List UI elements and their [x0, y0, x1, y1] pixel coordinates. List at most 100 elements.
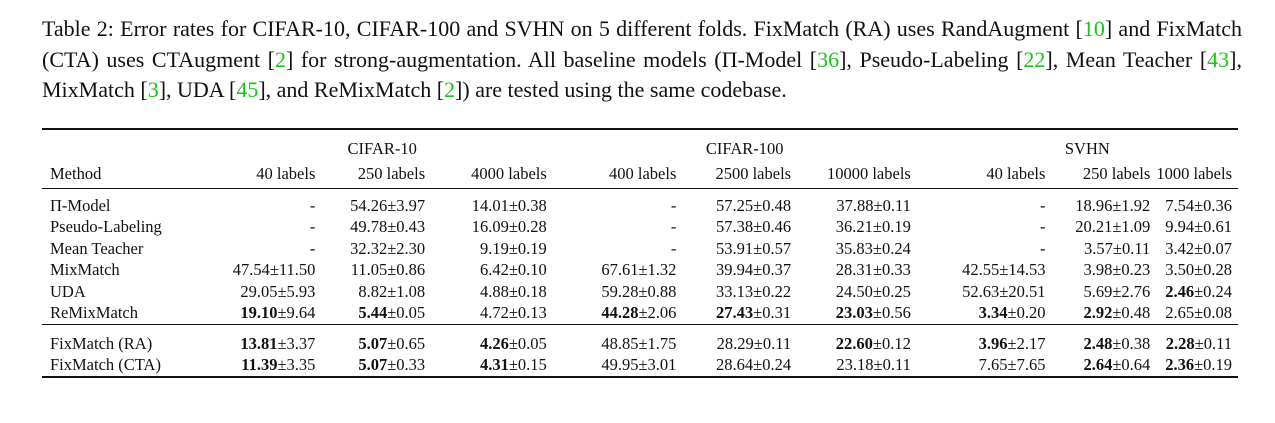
table-row: Π-Model -54.26±3.97 14.01±0.38-57.25±0.48 3… [42, 195, 1238, 217]
result-value: 2.48 [1083, 333, 1113, 353]
result-std: ±2.17 [1007, 333, 1046, 353]
result-std: ±0.05 [387, 303, 426, 323]
result-std: ±9.64 [277, 303, 316, 323]
citation-link[interactable]: 22 [1023, 46, 1046, 72]
result-cell: 4.31±0.15 [431, 355, 553, 378]
table-row: Pseudo-Labeling -49.78±0.43 16.09±0.28-57.… [42, 217, 1238, 239]
result-cell: 32.32±2.30 [321, 238, 431, 260]
citation-link[interactable]: 43 [1207, 46, 1230, 72]
citation-link[interactable]: 45 [236, 77, 259, 102]
result-std: ±0.48 [1112, 303, 1151, 323]
result-value: 32.32 [350, 238, 388, 258]
result-cell: 7.54±0.36 [1156, 195, 1238, 217]
column-header: 1000 labels [1156, 160, 1238, 189]
result-cell: 49.95±3.01 [573, 355, 683, 378]
result-cell: 5.44±0.05 [321, 303, 431, 325]
result-value: 57.38 [716, 217, 754, 237]
result-value: 36.21 [835, 217, 873, 237]
result-cell: 11.05±0.86 [321, 260, 431, 282]
result-value: 3.96 [978, 333, 1008, 353]
result-std: ±0.24 [872, 238, 911, 258]
result-value: 4.88 [479, 281, 509, 301]
result-value: 35.83 [835, 238, 873, 258]
result-std: ±0.12 [872, 333, 911, 353]
result-cell: 2.46±0.24 [1156, 281, 1238, 303]
result-value: 24.50 [835, 281, 873, 301]
result-value: 19.10 [240, 303, 278, 323]
result-value: 52.63 [962, 281, 1000, 301]
result-std: ±0.86 [387, 260, 426, 280]
result-std: ±0.23 [1112, 260, 1151, 280]
citation-link[interactable]: 2 [444, 77, 456, 102]
result-value: 16.09 [471, 217, 509, 237]
result-std: ±0.24 [753, 355, 792, 375]
table-row: MixMatch 47.54±11.50 11.05±0.86 6.42±0.10 67… [42, 260, 1238, 282]
result-value: 3.57 [1084, 238, 1113, 258]
result-value: 3.42 [1165, 238, 1195, 258]
result-value: 59.28 [601, 281, 639, 301]
result-cell: 42.55±14.53 [937, 260, 1052, 282]
citation-link[interactable]: 36 [817, 46, 840, 72]
result-std: ±3.37 [277, 333, 316, 353]
result-std: ±1.08 [387, 281, 426, 301]
result-cell: - [573, 217, 683, 239]
method-name: MixMatch [50, 260, 120, 280]
result-cell: 57.25±0.48 [682, 195, 797, 217]
caption-text: ] and FixMatch (CTA) uses CTAugment [ [42, 16, 1242, 72]
result-value: 11.05 [350, 260, 388, 280]
group-header-row: CIFAR-10 CIFAR-100 SVHN [42, 138, 1238, 160]
result-cell: 3.98±0.23 [1051, 260, 1156, 282]
result-value: 7.54 [1165, 195, 1195, 215]
method-name: UDA [50, 281, 86, 301]
result-std: ±0.19 [1194, 355, 1232, 375]
table-row: FixMatch (RA) 13.81±3.37 5.07±0.65 4.26±0.0… [42, 333, 1238, 355]
result-cell: - [937, 217, 1052, 239]
result-value: 5.07 [358, 333, 388, 353]
result-std: ±0.48 [753, 195, 792, 215]
result-cell: 33.13±0.22 [682, 281, 797, 303]
result-value: - [1039, 195, 1046, 215]
result-cell: 14.01±0.38 [431, 195, 553, 217]
result-cell: 16.09±0.28 [431, 217, 553, 239]
result-std: ±0.43 [387, 217, 426, 237]
result-std: ±0.11 [753, 333, 792, 353]
result-std: ±0.11 [1112, 238, 1151, 258]
result-value: 2.46 [1165, 281, 1195, 301]
result-value: 9.94 [1165, 217, 1195, 237]
result-value: 49.95 [601, 355, 639, 375]
result-value: - [309, 195, 316, 215]
result-value: 20.21 [1075, 217, 1113, 237]
result-value: 28.64 [716, 355, 754, 375]
column-header: 40 labels [936, 160, 1052, 189]
result-std: ±0.46 [753, 217, 792, 237]
result-cell: 23.18±0.11 [797, 355, 917, 378]
result-value: 23.18 [836, 355, 874, 375]
result-cell: 13.81±3.37 [212, 333, 322, 355]
result-cell: 39.94±0.37 [682, 260, 797, 282]
result-cell: 24.50±0.25 [797, 281, 917, 303]
result-std: ±0.36 [1194, 195, 1232, 215]
result-value: 13.81 [240, 333, 278, 353]
result-cell: 28.29±0.11 [682, 333, 797, 355]
result-value: 27.43 [716, 303, 754, 323]
result-value: - [670, 195, 677, 215]
result-cell: 44.28±2.06 [573, 303, 683, 325]
column-header-row: Method 40 labels 250 labels 4000 labels … [42, 160, 1238, 189]
result-cell: 2.48±0.38 [1051, 333, 1156, 355]
citation-link[interactable]: 3 [147, 77, 159, 102]
citation-link[interactable]: 10 [1082, 16, 1105, 41]
result-value: 54.26 [350, 195, 388, 215]
caption-text: ]) are tested using the same codebase. [455, 77, 787, 102]
result-std: ±0.33 [387, 355, 426, 375]
result-cell: 53.91±0.57 [682, 238, 797, 260]
result-std: ±2.06 [638, 303, 677, 323]
citation-link[interactable]: 2 [274, 46, 286, 72]
result-value: - [309, 217, 316, 237]
method-name: Mean Teacher [50, 238, 144, 258]
result-cell: 28.31±0.33 [797, 260, 917, 282]
result-value: 4.72 [479, 303, 509, 323]
result-value: 44.28 [601, 303, 639, 323]
result-value: 2.65 [1165, 303, 1195, 323]
result-cell: 4.26±0.05 [431, 333, 553, 355]
